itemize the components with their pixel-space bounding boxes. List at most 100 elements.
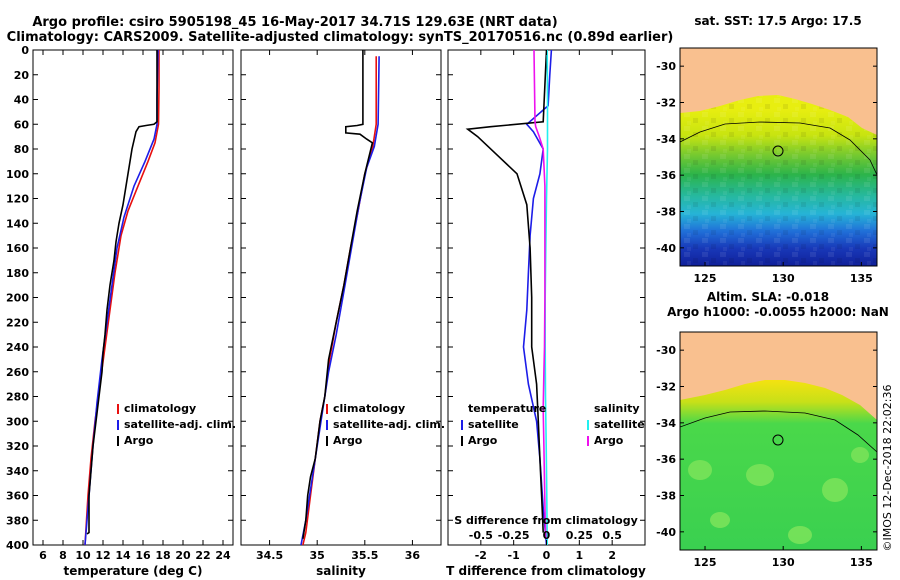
map-xtick-label: 125 bbox=[694, 556, 717, 569]
difference-legend: temperature satellite Argo salinity sate… bbox=[461, 402, 645, 447]
sla-map-subtitle: Argo h1000: -0.0055 h2000: NaN bbox=[667, 305, 889, 319]
xtick-label: 18 bbox=[155, 549, 170, 562]
title-line-2: Climatology: CARS2009. Satellite-adjuste… bbox=[7, 30, 674, 45]
sla-contour bbox=[680, 410, 877, 453]
ytick-label: 100 bbox=[6, 168, 29, 181]
map-ytick-label: -34 bbox=[656, 417, 676, 430]
sst-map-axis: -30 -32 -34 -36 -38 -40 125 130 135 bbox=[656, 60, 877, 285]
xtick-label: 35.5 bbox=[351, 549, 378, 562]
x2tick-label: 0.5 bbox=[602, 529, 622, 542]
sla-map-frame bbox=[679, 331, 878, 551]
difference-series bbox=[465, 50, 553, 545]
x2tick-label: 0 bbox=[543, 529, 551, 542]
legend-label-satellite: satellite-adj. clim. bbox=[124, 418, 236, 431]
ytick-label: 280 bbox=[6, 391, 29, 404]
ytick-label: 200 bbox=[6, 292, 29, 305]
legend-label-satellite: satellite-adj. clim. bbox=[333, 418, 445, 431]
ytick-label: 360 bbox=[6, 490, 29, 503]
map-ytick-label: -38 bbox=[656, 206, 676, 219]
legend-label-argo: Argo bbox=[333, 434, 363, 447]
map-xtick-label: 125 bbox=[694, 272, 717, 285]
ytick-label: 260 bbox=[6, 366, 29, 379]
legend-label-temp-argo: Argo bbox=[468, 434, 498, 447]
map-ytick-label: -34 bbox=[656, 133, 676, 146]
xtick-label: 0 bbox=[543, 549, 551, 562]
legend-label-argo: Argo bbox=[124, 434, 154, 447]
sla-eddies bbox=[688, 447, 869, 544]
sla-land bbox=[680, 332, 877, 420]
xtick-label: 16 bbox=[135, 549, 151, 562]
map-xtick-label: 130 bbox=[772, 272, 795, 285]
temperature-plot-frame bbox=[32, 49, 234, 546]
ytick-label: 240 bbox=[6, 341, 29, 354]
sst-map-frame bbox=[679, 47, 878, 267]
map-ytick-label: -30 bbox=[656, 60, 676, 73]
ytick-label: 140 bbox=[6, 217, 29, 230]
xtick-label: 22 bbox=[195, 549, 210, 562]
ytick-label: 160 bbox=[6, 242, 29, 255]
salinity-axis: 34.5 35 35.5 36 bbox=[241, 49, 441, 562]
series-salinity-argo bbox=[533, 50, 547, 539]
credit-stamp: ©IMOS 12-Dec-2018 22:02:36 bbox=[881, 385, 894, 552]
salinity-legend: climatology satellite-adj. clim. Argo bbox=[326, 402, 445, 447]
map-ytick-label: -40 bbox=[656, 242, 676, 255]
sla-map-axis: -30 -32 -34 -36 -38 -40 125 130 135 bbox=[656, 344, 877, 569]
ytick-label: 80 bbox=[14, 143, 30, 156]
ytick-label: 220 bbox=[6, 316, 29, 329]
sst-map bbox=[680, 48, 877, 266]
legend-label-climatology: climatology bbox=[333, 402, 405, 415]
temperature-series bbox=[84, 50, 160, 545]
xtick-label: 6 bbox=[39, 549, 47, 562]
sst-map-title: sat. SST: 17.5 Argo: 17.5 bbox=[694, 14, 861, 28]
xtick-label: 35 bbox=[310, 549, 325, 562]
ytick-label: 340 bbox=[6, 465, 29, 478]
xtick-label: 2 bbox=[608, 549, 616, 562]
legend-title-salinity: salinity bbox=[594, 402, 640, 415]
ytick-label: 180 bbox=[6, 267, 29, 280]
series-argo bbox=[302, 50, 374, 539]
temperature-axis: 0 20 40 60 80 100 120 140 160 180 200 220 240 260 280 3… bbox=[6, 44, 233, 562]
x2tick-label: 0.25 bbox=[566, 529, 593, 542]
difference-xlabel: T difference from climatology bbox=[446, 564, 646, 578]
legend-label-temp-satellite: satellite bbox=[468, 418, 519, 431]
sst-contour bbox=[680, 121, 877, 176]
title-line-1: Argo profile: csiro 5905198_45 16-May-20… bbox=[32, 15, 557, 30]
xtick-label: 24 bbox=[215, 549, 231, 562]
legend-title-temperature: temperature bbox=[468, 402, 546, 415]
ytick-label: 20 bbox=[14, 69, 30, 82]
ytick-label: 300 bbox=[6, 415, 29, 428]
map-xtick-label: 130 bbox=[772, 556, 795, 569]
sla-argo-marker bbox=[772, 434, 784, 446]
ytick-label: 380 bbox=[6, 514, 29, 527]
xtick-label: 14 bbox=[115, 549, 131, 562]
map-ytick-label: -40 bbox=[656, 526, 676, 539]
map-ytick-label: -30 bbox=[656, 344, 676, 357]
ytick-label: 40 bbox=[14, 94, 30, 107]
xtick-label: -1 bbox=[508, 549, 520, 562]
difference-x2label: S difference from climatology bbox=[454, 514, 638, 527]
series-satellite-adj-clim- bbox=[300, 56, 380, 545]
temperature-xlabel: temperature (deg C) bbox=[64, 564, 203, 578]
map-xtick-label: 135 bbox=[850, 556, 873, 569]
salinity-xlabel: salinity bbox=[316, 564, 366, 578]
ytick-label: 320 bbox=[6, 440, 29, 453]
map-ytick-label: -38 bbox=[656, 490, 676, 503]
series-argo bbox=[86, 50, 158, 535]
sla-map bbox=[680, 332, 877, 550]
xtick-label: 10 bbox=[75, 549, 91, 562]
map-ytick-label: -32 bbox=[656, 97, 676, 110]
xtick-label: -2 bbox=[475, 549, 487, 562]
ytick-label: 60 bbox=[14, 118, 30, 131]
ytick-label: 0 bbox=[21, 44, 29, 57]
sst-land bbox=[680, 48, 877, 135]
series-temperature-satellite bbox=[522, 50, 553, 545]
legend-label-sal-satellite: satellite bbox=[594, 418, 645, 431]
xtick-label: 12 bbox=[95, 549, 110, 562]
map-ytick-label: -36 bbox=[656, 453, 676, 466]
map-ytick-label: -36 bbox=[656, 169, 676, 182]
legend-label-sal-argo: Argo bbox=[594, 434, 624, 447]
xtick-label: 36 bbox=[405, 549, 421, 562]
xtick-label: 1 bbox=[576, 549, 584, 562]
difference-axis: -2 -1 0 1 2 -0.5 -0.25 0 0.25 0.5 bbox=[448, 49, 645, 562]
map-ytick-label: -32 bbox=[656, 381, 676, 394]
